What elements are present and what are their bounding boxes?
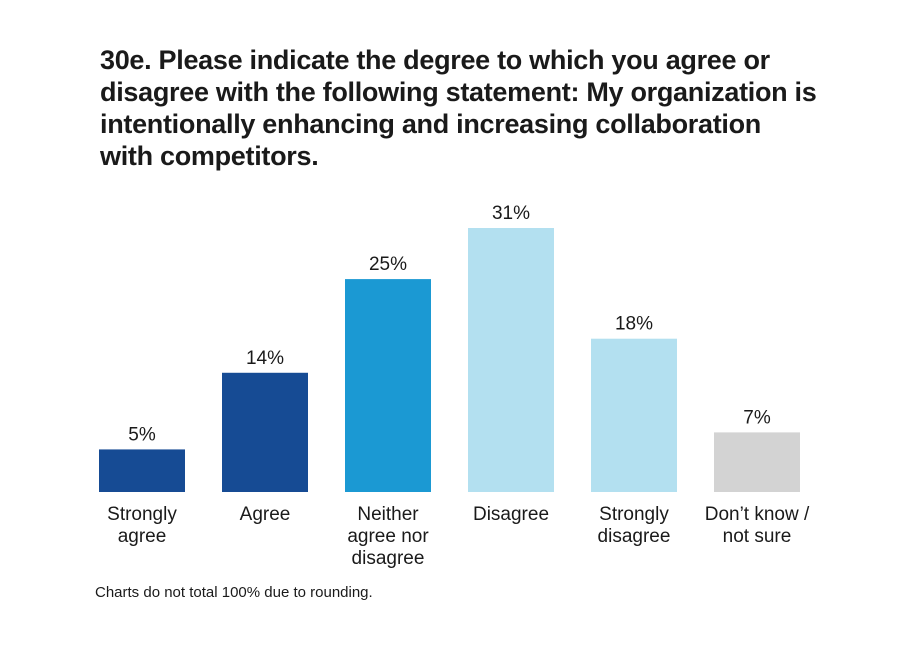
bar-3	[468, 228, 554, 492]
bar-value-label-3: 31%	[492, 203, 530, 224]
category-label-1: Agree	[203, 504, 327, 526]
category-label-line: Don’t know /	[704, 504, 810, 525]
category-label-4: Strongly disagree	[572, 504, 696, 548]
bar-1	[222, 372, 308, 492]
bar-value-label-4: 18%	[615, 314, 653, 335]
chart-title: 30e. Please indicate the degree to which…	[100, 45, 817, 171]
bar-value-label-5: 7%	[743, 407, 771, 428]
bars-group	[99, 228, 800, 492]
category-label-line: not sure	[722, 526, 792, 547]
category-label-line: disagree	[597, 526, 671, 547]
category-label-line: Strongly	[599, 504, 669, 525]
bar-value-label-0: 5%	[128, 424, 156, 445]
category-label-line: Disagree	[472, 504, 550, 525]
bar-value-label-2: 25%	[369, 254, 407, 275]
category-label-0: Strongly agree	[80, 504, 204, 548]
category-label-5: Don’t know / not sure	[695, 504, 819, 548]
value-labels-group: 5% 14% 25% 31% 18% 7%	[128, 203, 771, 445]
category-label-line: Agree	[239, 504, 291, 525]
footnote: Charts do not total 100% due to rounding…	[95, 584, 373, 601]
bar-4	[591, 338, 677, 492]
bar-5	[714, 432, 800, 492]
category-label-line: disagree	[351, 548, 425, 569]
category-label-line: Strongly	[107, 504, 177, 525]
bar-0	[99, 449, 185, 492]
bar-value-label-1: 14%	[246, 348, 284, 369]
category-label-3: Disagree	[449, 504, 573, 526]
category-label-line: agree nor	[347, 526, 429, 547]
category-label-2: Neither agree nor disagree	[326, 504, 450, 570]
category-label-line: Neither	[357, 504, 419, 525]
bar-2	[345, 279, 431, 492]
category-label-line: agree	[117, 526, 167, 547]
